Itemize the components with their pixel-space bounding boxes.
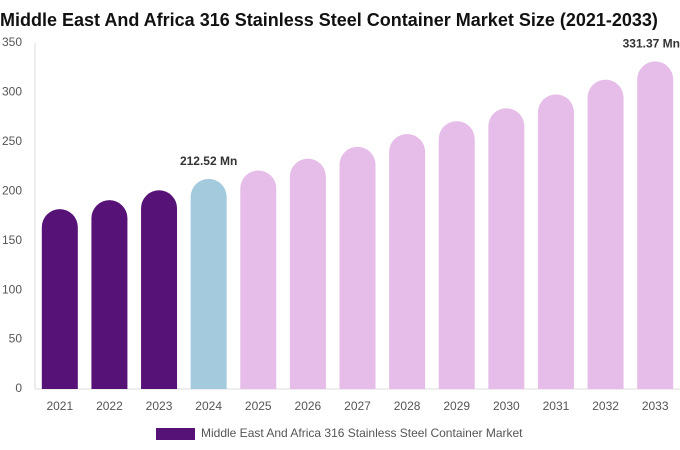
x-tick-label: 2030 xyxy=(493,399,520,413)
bar xyxy=(41,209,78,389)
x-tick-label: 2028 xyxy=(394,399,421,413)
x-tick-label: 2029 xyxy=(443,399,470,413)
bar xyxy=(488,108,525,389)
bar xyxy=(339,146,376,389)
bar xyxy=(141,190,178,389)
bar xyxy=(389,133,426,389)
bar xyxy=(587,79,624,389)
bar xyxy=(240,170,277,389)
y-tick-label: 300 xyxy=(2,85,22,99)
x-tick-label: 2031 xyxy=(543,399,570,413)
y-tick-label: 250 xyxy=(2,134,22,148)
y-tick-label: 50 xyxy=(9,332,23,346)
bar xyxy=(438,121,475,389)
legend-label: Middle East And Africa 316 Stainless Ste… xyxy=(201,426,523,440)
y-tick-label: 350 xyxy=(2,35,22,49)
bar xyxy=(91,200,128,389)
x-tick-label: 2026 xyxy=(295,399,322,413)
x-tick-label: 2024 xyxy=(195,399,222,413)
y-tick-label: 200 xyxy=(2,183,22,197)
data-label: 212.52 Mn xyxy=(180,154,237,168)
chart-title: Middle East And Africa 316 Stainless Ste… xyxy=(0,10,658,30)
y-tick-label: 0 xyxy=(15,381,22,395)
y-tick-label: 100 xyxy=(2,282,22,296)
y-tick-label: 150 xyxy=(2,233,22,247)
bar xyxy=(289,158,326,389)
x-tick-label: 2025 xyxy=(245,399,272,413)
data-label: 331.37 Mn xyxy=(623,37,680,51)
bar xyxy=(637,61,674,389)
x-tick-label: 2021 xyxy=(46,399,73,413)
bar xyxy=(190,178,227,389)
bar xyxy=(537,94,574,390)
legend-swatch xyxy=(156,428,195,440)
x-tick-label: 2033 xyxy=(642,399,669,413)
x-tick-label: 2023 xyxy=(146,399,173,413)
x-tick-label: 2027 xyxy=(344,399,371,413)
x-tick-label: 2032 xyxy=(592,399,619,413)
x-tick-label: 2022 xyxy=(96,399,123,413)
